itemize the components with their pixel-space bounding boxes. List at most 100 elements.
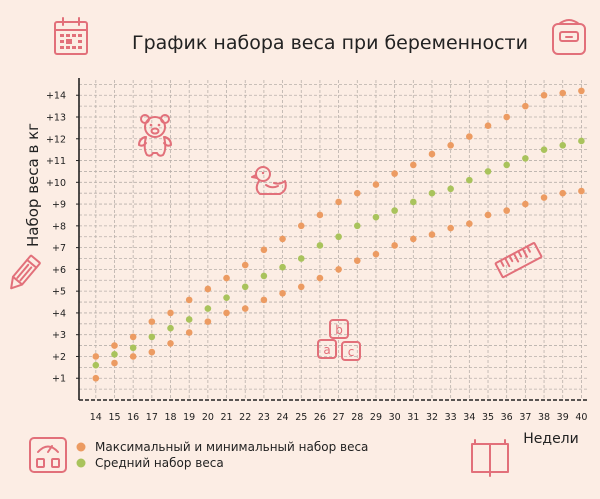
x-tick-label: 27 — [333, 412, 345, 423]
point-average — [578, 137, 585, 145]
x-tick-label: 30 — [389, 412, 401, 423]
point-min — [540, 194, 548, 201]
point-min — [428, 231, 436, 238]
x-tick-label: 23 — [258, 412, 270, 423]
x-tick-label: 22 — [239, 412, 251, 423]
point-max — [129, 333, 137, 341]
point-max — [316, 211, 324, 219]
point-min — [111, 359, 118, 367]
chart-grid — [79, 80, 587, 400]
point-max — [447, 142, 454, 149]
bathroom-scale-icon — [29, 437, 67, 473]
x-tick-label: 26 — [314, 412, 326, 423]
point-max — [223, 274, 230, 282]
x-tick-label: 37 — [519, 412, 531, 423]
x-tick-label: 40 — [575, 412, 587, 423]
point-max — [559, 89, 567, 97]
x-tick-label: 38 — [538, 412, 550, 423]
x-tick-label: 19 — [183, 412, 195, 423]
x-tick-label: 36 — [501, 412, 513, 423]
pencil-icon — [10, 254, 41, 290]
y-tick-label: +2 — [52, 352, 66, 363]
point-max — [148, 318, 156, 325]
point-average — [466, 176, 473, 184]
point-min — [484, 211, 492, 219]
point-average — [353, 222, 361, 230]
x-tick-label: 24 — [277, 412, 289, 423]
point-max — [92, 353, 100, 360]
svg-text:a: a — [323, 343, 330, 357]
point-min — [372, 250, 380, 258]
point-min — [297, 283, 305, 291]
point-min — [335, 266, 342, 273]
open-book-icon — [471, 439, 509, 477]
point-min — [260, 296, 268, 304]
point-min — [223, 309, 230, 317]
x-tick-label: 17 — [146, 412, 158, 423]
chart-axes — [78, 78, 587, 401]
point-min — [204, 318, 212, 325]
point-max — [335, 198, 342, 206]
y-tick-label: +12 — [46, 134, 66, 145]
point-average — [260, 272, 268, 280]
point-min — [559, 189, 567, 197]
point-average — [335, 233, 342, 241]
point-max — [185, 296, 193, 304]
point-max — [111, 342, 118, 349]
point-average — [559, 142, 567, 149]
point-average — [148, 333, 156, 341]
y-axis-label: Набор веса в кг — [24, 123, 42, 247]
y-tick-label: +4 — [52, 308, 66, 319]
legend-label-range: Максимальный и минимальный набор веса — [95, 440, 368, 454]
point-average — [447, 185, 454, 193]
point-max — [372, 181, 380, 188]
calendar-icon — [54, 17, 88, 55]
x-tick-label: 14 — [90, 412, 102, 423]
x-tick-label: 20 — [202, 412, 214, 423]
y-tick-label: +6 — [52, 265, 66, 276]
point-average — [204, 305, 212, 312]
x-tick-label: 16 — [127, 412, 139, 423]
y-tick-label: +13 — [46, 113, 66, 124]
scale-icon — [552, 19, 586, 55]
abc-blocks-icon: b a c — [317, 319, 361, 361]
y-tick-label: +5 — [52, 287, 66, 298]
x-tick-label: 18 — [164, 412, 176, 423]
x-axis-label: Недели — [523, 431, 578, 447]
y-tick-labels: +1 +2 +3 +4 +5 +6 +7 +8 +9 +10 +11 +12 +13 +14 — [46, 91, 79, 385]
ruler-icon — [494, 242, 543, 279]
point-min — [185, 329, 193, 336]
data-points — [92, 87, 585, 382]
x-tick-label: 39 — [557, 412, 569, 423]
point-average — [522, 155, 529, 162]
point-average — [297, 255, 305, 262]
x-tick-label: 35 — [482, 412, 494, 423]
y-tick-label: +8 — [52, 221, 66, 232]
point-average — [316, 242, 324, 249]
y-tick-label: +14 — [46, 91, 66, 102]
point-min — [316, 274, 324, 282]
chart-title: График набора веса при беременности — [132, 32, 528, 54]
point-average — [391, 207, 398, 214]
point-max — [503, 113, 510, 121]
legend-label-average: Средний набор веса — [95, 456, 224, 470]
point-min — [148, 348, 156, 356]
point-max — [167, 309, 174, 317]
x-tick-label: 25 — [295, 412, 307, 423]
x-tick-label: 31 — [407, 412, 419, 423]
point-max — [484, 122, 492, 130]
y-tick-label: +10 — [46, 178, 66, 189]
point-max — [260, 246, 268, 254]
point-min — [578, 187, 585, 195]
point-max — [391, 170, 398, 177]
y-tick-label: +1 — [52, 374, 66, 385]
teddy-bear-icon — [138, 114, 172, 157]
point-average — [223, 294, 230, 301]
point-max — [204, 285, 212, 293]
x-tick-label: 34 — [463, 412, 475, 423]
point-average — [129, 344, 137, 352]
point-average — [92, 361, 100, 369]
y-tick-label: +11 — [46, 156, 66, 167]
x-tick-label: 21 — [220, 412, 232, 423]
